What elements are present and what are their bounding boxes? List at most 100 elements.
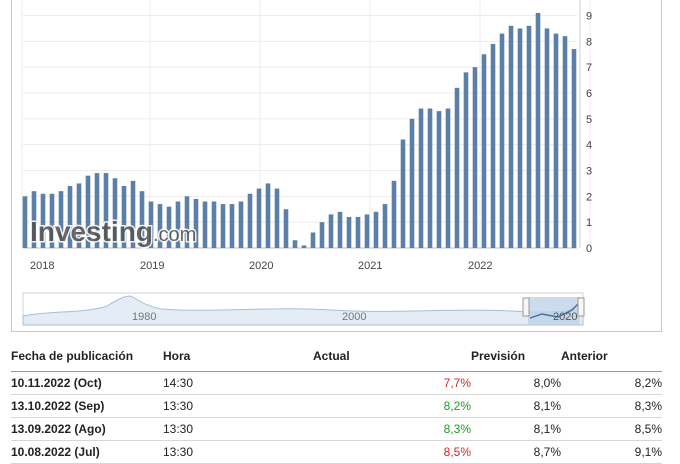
bar[interactable] (355, 217, 361, 248)
header-previous[interactable]: Anterior (561, 345, 662, 372)
x-tick-label: 2021 (358, 260, 382, 272)
bar[interactable] (481, 54, 487, 248)
table-row: 10.08.2022 (Jul) 13:30 8,5% 8,7% 9,1% (11, 440, 662, 464)
bar[interactable] (211, 201, 217, 249)
row-actual: 8,5% (313, 440, 471, 464)
bar[interactable] (238, 201, 244, 249)
bar[interactable] (499, 33, 505, 248)
bar[interactable] (103, 173, 109, 248)
bar[interactable] (409, 118, 415, 248)
bar[interactable] (346, 217, 352, 248)
bar[interactable] (166, 206, 172, 248)
watermark-brand: Investing (30, 216, 153, 247)
bar[interactable] (22, 196, 28, 248)
bar[interactable] (175, 201, 181, 249)
bar[interactable] (553, 33, 559, 248)
navigator-window-series (529, 301, 581, 319)
bar[interactable] (40, 193, 46, 248)
bar[interactable] (427, 108, 433, 249)
bar[interactable] (364, 214, 370, 248)
bar[interactable] (418, 108, 424, 249)
bar[interactable] (373, 211, 379, 248)
bar[interactable] (472, 67, 478, 248)
bar[interactable] (139, 191, 145, 248)
bar[interactable] (382, 204, 388, 248)
bar[interactable] (526, 25, 532, 248)
bar-chart: 0 1 2 3 4 5 6 7 8 9 2018 2019 2020 2021 2022 Investin… (21, 0, 592, 326)
bar[interactable] (319, 222, 325, 248)
table-header-row: Fecha de publicación Hora Actual Previsi… (11, 345, 662, 372)
bar[interactable] (337, 211, 343, 248)
x-tick-label: 2022 (468, 260, 492, 272)
bar[interactable] (535, 12, 541, 249)
bar[interactable] (517, 28, 523, 249)
bar[interactable] (283, 209, 289, 248)
row-date: 13.09.2022 (Ago) (11, 417, 163, 441)
header-forecast[interactable]: Previsión (471, 345, 561, 372)
bar[interactable] (274, 188, 280, 248)
bar[interactable] (94, 173, 100, 248)
y-tick-label: 3 (586, 166, 592, 178)
row-forecast: 8,1% (471, 394, 561, 418)
y-axis-ticks: 0 1 2 3 4 5 6 7 8 9 (586, 11, 592, 256)
navigator-right-handle[interactable] (577, 297, 585, 317)
bar[interactable] (112, 178, 118, 248)
bar[interactable] (121, 186, 127, 248)
bar[interactable] (247, 193, 253, 248)
bar[interactable] (85, 175, 91, 248)
bar[interactable] (328, 214, 334, 248)
row-time: 13:30 (163, 440, 313, 464)
y-tick-label: 1 (586, 217, 592, 229)
bar[interactable] (130, 180, 136, 248)
row-date: 13.10.2022 (Sep) (11, 394, 163, 418)
bar[interactable] (301, 245, 307, 248)
bar[interactable] (445, 108, 451, 249)
bar[interactable] (265, 183, 271, 248)
bar[interactable] (193, 198, 199, 248)
bar[interactable] (220, 204, 226, 248)
bar[interactable] (202, 201, 208, 249)
bar[interactable] (31, 191, 37, 248)
x-axis-ticks: 2018 2019 2020 2021 2022 (30, 260, 492, 272)
bar[interactable] (67, 186, 73, 248)
bar[interactable] (463, 72, 469, 248)
bar[interactable] (76, 183, 82, 248)
navigator-left-handle[interactable] (522, 297, 530, 317)
row-time: 13:30 (163, 394, 313, 418)
bar[interactable] (436, 111, 442, 248)
bar[interactable] (148, 201, 154, 249)
bar[interactable] (292, 240, 298, 248)
bar[interactable] (490, 43, 496, 248)
table-row: 13.10.2022 (Sep) 13:30 8,2% 8,1% 8,3% (11, 394, 662, 418)
bar[interactable] (562, 36, 568, 248)
bar[interactable] (508, 25, 514, 248)
row-previous: 9,1% (561, 440, 662, 464)
range-navigator[interactable]: 1980 2000 2020 (22, 292, 585, 326)
header-actual[interactable]: Actual (313, 345, 471, 372)
bar[interactable] (49, 193, 55, 248)
bar[interactable] (157, 204, 163, 248)
bar[interactable] (571, 49, 577, 248)
y-tick-label: 2 (586, 191, 592, 203)
x-tick-label: 2018 (30, 260, 54, 272)
row-previous: 8,3% (561, 394, 662, 418)
y-tick-label: 9 (586, 11, 592, 23)
row-date: 10.08.2022 (Jul) (11, 440, 163, 464)
bar[interactable] (58, 191, 64, 248)
header-time[interactable]: Hora (163, 345, 313, 372)
watermark-suffix: .com (153, 224, 196, 246)
bar[interactable] (229, 204, 235, 248)
bar[interactable] (256, 188, 262, 248)
bar[interactable] (400, 139, 406, 249)
bar[interactable] (184, 196, 190, 248)
bar[interactable] (391, 180, 397, 248)
y-tick-label: 7 (586, 62, 592, 74)
bar[interactable] (310, 232, 316, 249)
table-row: 10.11.2022 (Oct) 14:30 7,7% 8,0% 8,2% (11, 371, 662, 395)
bar[interactable] (544, 28, 550, 249)
bar[interactable] (454, 87, 460, 248)
row-forecast: 8,1% (471, 417, 561, 441)
header-date[interactable]: Fecha de publicación (11, 345, 163, 372)
chart-panel: 0 1 2 3 4 5 6 7 8 9 2018 2019 2020 2021 2022 Investin… (11, 0, 662, 332)
history-table: Fecha de publicación Hora Actual Previsi… (11, 345, 662, 464)
